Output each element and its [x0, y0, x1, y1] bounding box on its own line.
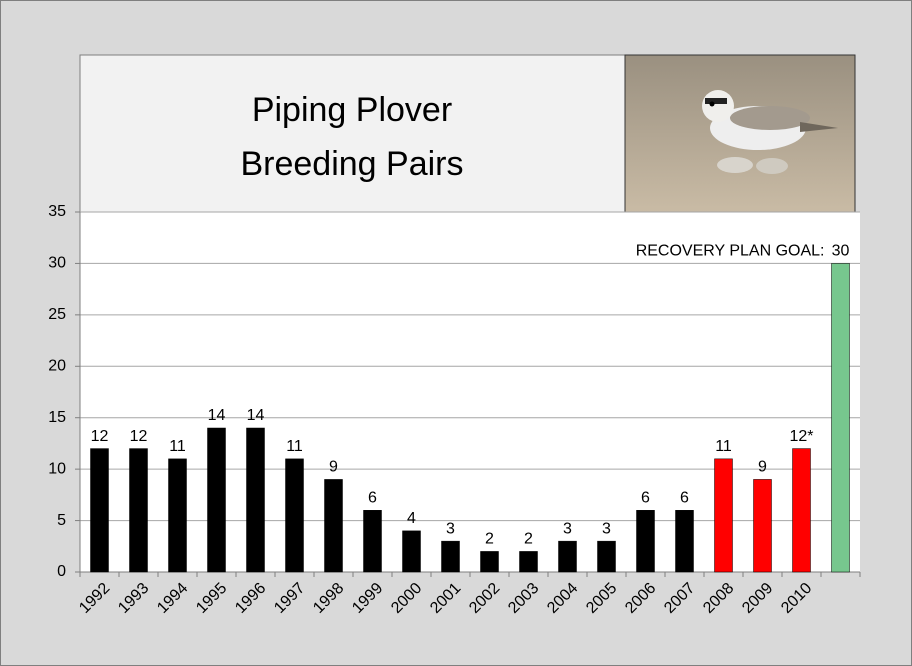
plot-area	[80, 212, 860, 572]
value-label: 9	[329, 459, 338, 476]
title-box	[80, 55, 625, 212]
chart: Piping Plover Breeding Pairs 0 5 10 15 20 25 3…	[0, 0, 912, 666]
bar	[559, 541, 577, 572]
chart-title: Piping Plover	[252, 91, 452, 129]
bar	[91, 449, 109, 572]
value-label: 6	[641, 490, 650, 507]
y-tick-label: 5	[57, 512, 66, 529]
y-tick-label: 25	[48, 306, 66, 323]
value-label: 3	[563, 520, 572, 537]
bar	[598, 541, 616, 572]
bar	[208, 428, 226, 572]
value-label: 12*	[789, 428, 813, 445]
value-label: 2	[485, 531, 494, 548]
annotation: RECOVERY PLAN GOAL:	[636, 243, 825, 260]
value-label: 2	[524, 531, 533, 548]
value-label: 11	[169, 438, 186, 455]
bar	[130, 449, 148, 572]
y-tick-label: 0	[57, 563, 66, 580]
bar	[325, 479, 343, 572]
value-label: 4	[407, 510, 416, 527]
value-label: 30	[832, 243, 850, 260]
y-tick-label: 10	[48, 460, 66, 477]
bar	[403, 531, 421, 572]
value-label: 9	[758, 459, 767, 476]
value-label: 3	[446, 520, 455, 537]
photo	[625, 55, 855, 212]
bar	[754, 479, 772, 572]
bar	[793, 449, 811, 572]
bar	[364, 510, 382, 572]
value-label: 12	[91, 428, 109, 445]
value-label: 14	[208, 407, 226, 424]
value-label: 11	[715, 438, 732, 455]
value-label: 11	[286, 438, 303, 455]
y-tick-label: 30	[48, 255, 66, 272]
value-label: 12	[130, 428, 148, 445]
value-label: 6	[680, 490, 689, 507]
value-label: 3	[602, 520, 611, 537]
bar	[481, 551, 499, 572]
y-tick-label: 35	[48, 203, 66, 220]
bar	[247, 428, 265, 572]
y-tick-label: 20	[48, 358, 66, 375]
bar	[169, 459, 187, 572]
bar	[442, 541, 460, 572]
value-label: 6	[368, 490, 377, 507]
value-label: 14	[247, 407, 265, 424]
chart-title: Breeding Pairs	[240, 145, 463, 183]
bar	[520, 551, 538, 572]
y-tick-label: 15	[48, 409, 66, 426]
bar	[832, 263, 850, 572]
bar	[715, 459, 733, 572]
bar	[637, 510, 655, 572]
bar	[286, 459, 304, 572]
bar	[676, 510, 694, 572]
